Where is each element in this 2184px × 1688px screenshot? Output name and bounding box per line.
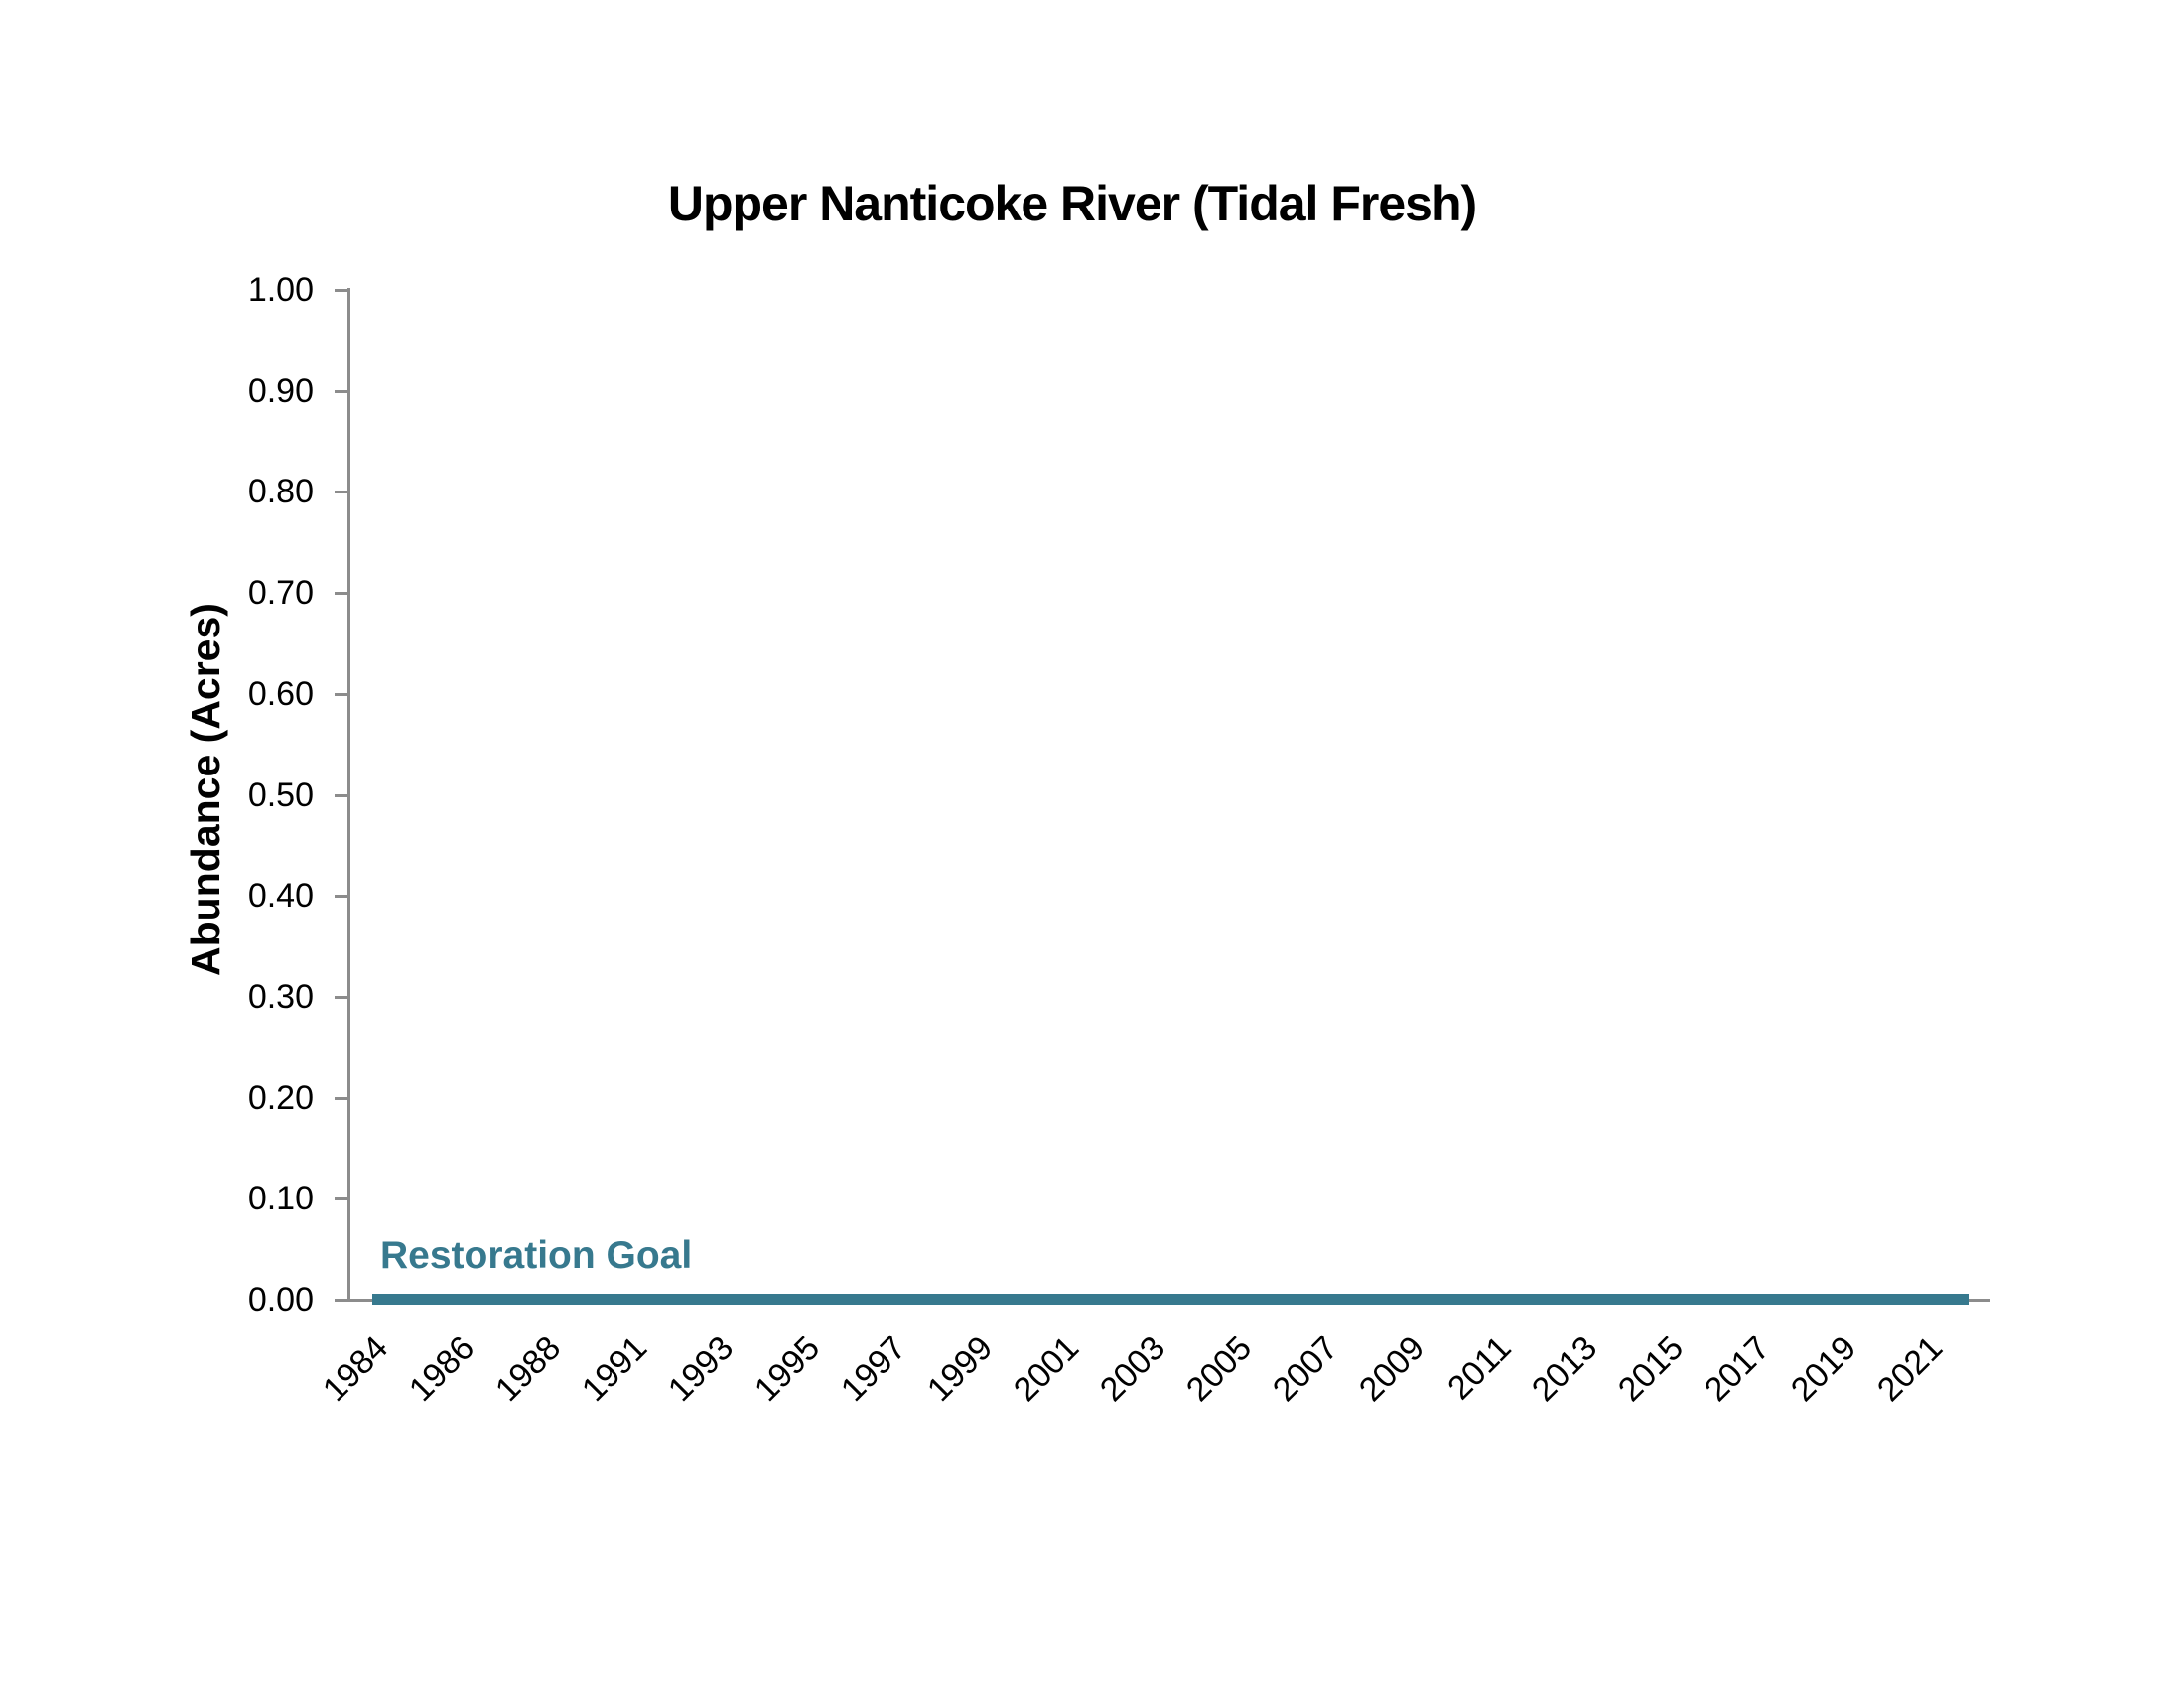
y-tick	[335, 995, 348, 999]
y-tick-label: 0.80	[247, 473, 314, 511]
x-tick-label: 1991	[575, 1329, 655, 1410]
x-tick-label: 2009	[1352, 1329, 1433, 1410]
y-tick	[335, 389, 348, 393]
x-tick-label: 1999	[920, 1329, 1001, 1410]
y-tick-label: 1.00	[247, 271, 314, 309]
x-tick-label: 2007	[1266, 1329, 1346, 1410]
x-tick-label: 1997	[834, 1329, 914, 1410]
x-tick-label: 1995	[748, 1329, 828, 1410]
y-tick-label: 0.30	[247, 977, 314, 1016]
x-tick-label: 2013	[1525, 1329, 1605, 1410]
y-tick-label: 0.40	[247, 877, 314, 915]
x-tick-label: 1993	[661, 1329, 742, 1410]
chart-title: Upper Nanticoke River (Tidal Fresh)	[667, 176, 1477, 231]
y-tick-label: 0.90	[247, 371, 314, 410]
y-tick	[335, 692, 348, 696]
x-tick-label: 2015	[1611, 1329, 1692, 1410]
y-tick	[335, 491, 348, 494]
y-tick	[335, 1096, 348, 1100]
x-tick-label: 2021	[1870, 1329, 1951, 1410]
y-tick-label: 0.50	[247, 775, 314, 814]
y-tick	[335, 289, 348, 292]
x-tick-label: 2017	[1698, 1329, 1778, 1410]
y-tick-label: 0.00	[247, 1281, 314, 1319]
x-tick-label: 1984	[316, 1329, 396, 1410]
y-tick	[335, 793, 348, 797]
x-tick-label: 2011	[1439, 1329, 1519, 1408]
y-tick	[335, 592, 348, 596]
plot-area	[350, 288, 1990, 1299]
x-tick-label: 1988	[488, 1329, 569, 1410]
y-tick-label: 0.70	[247, 574, 314, 613]
y-tick	[335, 895, 348, 899]
y-tick-label: 0.10	[247, 1180, 314, 1218]
x-tick-label: 2005	[1179, 1329, 1260, 1410]
x-tick-label: 2003	[1093, 1329, 1173, 1410]
x-tick-label: 2001	[1007, 1329, 1087, 1410]
y-tick-label: 0.20	[247, 1078, 314, 1117]
x-tick-label: 2019	[1784, 1329, 1864, 1410]
y-tick-label: 0.60	[247, 674, 314, 713]
y-axis-line	[347, 288, 350, 1302]
restoration-goal-line	[372, 1294, 1969, 1305]
y-tick	[335, 1197, 348, 1201]
restoration-goal-label: Restoration Goal	[380, 1234, 693, 1277]
x-tick-label: 1986	[402, 1329, 482, 1410]
